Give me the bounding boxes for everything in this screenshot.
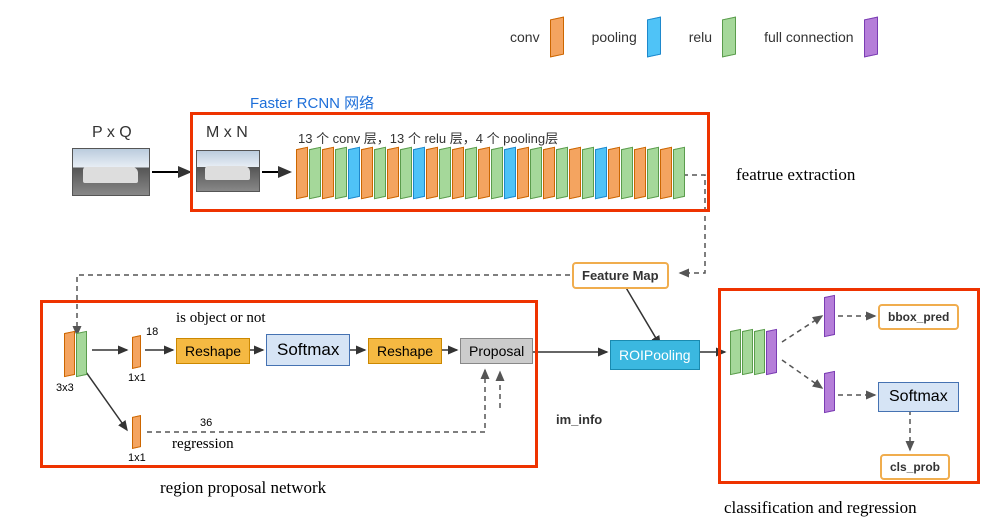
label-bot-36: 36	[200, 417, 212, 429]
head-fc-stack	[730, 330, 777, 374]
label-head-section: classification and regression	[724, 498, 917, 518]
legend-swatch-fc	[864, 17, 878, 58]
rpn-top-1x1	[132, 335, 141, 369]
box-softmax-head: Softmax	[878, 382, 959, 412]
legend-label-relu: relu	[689, 29, 712, 45]
box-bbox-pred: bbox_pred	[878, 304, 959, 330]
label-top-1x1: 1x1	[128, 372, 146, 384]
rpn-conv3x3	[64, 332, 87, 376]
legend-label-pooling: pooling	[592, 29, 637, 45]
label-regression: regression	[172, 436, 234, 453]
redbox-rpn	[40, 300, 538, 468]
label-im-info: im_info	[556, 412, 602, 427]
box-cls-prob: cls_prob	[880, 454, 950, 480]
box-softmax-rpn: Softmax	[266, 334, 350, 366]
head-cls-block	[824, 371, 835, 413]
head-bbox-block	[824, 295, 835, 337]
legend: conv pooling relu full connection	[510, 18, 878, 56]
label-bot-1x1: 1x1	[128, 452, 146, 464]
box-reshape2: Reshape	[368, 338, 442, 364]
label-feature-extraction: featrue extraction	[736, 165, 855, 185]
box-roipooling: ROIPooling	[610, 340, 700, 370]
legend-swatch-conv	[550, 17, 564, 58]
label-rpn-section: region proposal network	[160, 478, 326, 498]
legend-swatch-pooling	[647, 17, 661, 58]
label-3x3: 3x3	[56, 382, 74, 394]
legend-swatch-relu	[722, 17, 736, 58]
redbox-backbone	[190, 112, 710, 212]
label-top-18: 18	[146, 326, 158, 338]
box-proposal: Proposal	[460, 338, 533, 364]
box-reshape1: Reshape	[176, 338, 250, 364]
image-input	[72, 148, 150, 196]
rpn-bot-1x1	[132, 415, 141, 449]
label-pxq: P x Q	[92, 124, 132, 142]
title-faster-rcnn: Faster RCNN 网络	[250, 92, 374, 113]
box-feature-map: Feature Map	[572, 262, 669, 289]
legend-label-fc: full connection	[764, 29, 854, 45]
label-is-object: is object or not	[176, 310, 266, 327]
legend-label-conv: conv	[510, 29, 540, 45]
